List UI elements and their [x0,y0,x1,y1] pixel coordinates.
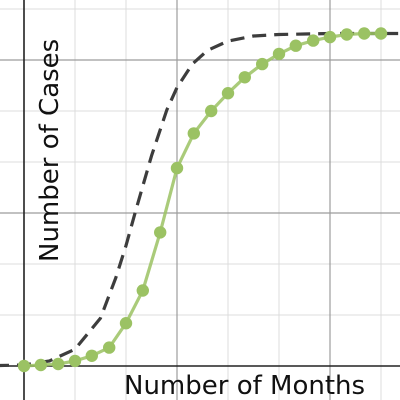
data-point [340,28,353,41]
data-point [221,87,235,100]
data-point [52,357,65,371]
data-point [307,34,320,47]
data-point [170,161,184,175]
data-point [85,349,99,362]
data-point [289,39,302,52]
y-axis-title: Number of Cases [35,39,65,262]
data-point [323,30,337,44]
data-point [34,358,47,372]
data-point [205,104,218,118]
dashed-model-curve [0,31,400,368]
data-point [256,57,269,71]
data-point [272,47,286,61]
data-point [119,317,133,330]
data-point [136,284,149,297]
series-layer [0,27,400,373]
data-point [374,27,388,40]
data-point [358,27,371,40]
data-point [187,127,200,140]
data-point [154,226,167,239]
x-axis-title: Number of Months [124,371,365,400]
data-point [68,354,82,368]
data-point [17,359,31,373]
data-point [238,71,251,84]
data-series-line [23,31,381,368]
data-point [103,341,116,354]
